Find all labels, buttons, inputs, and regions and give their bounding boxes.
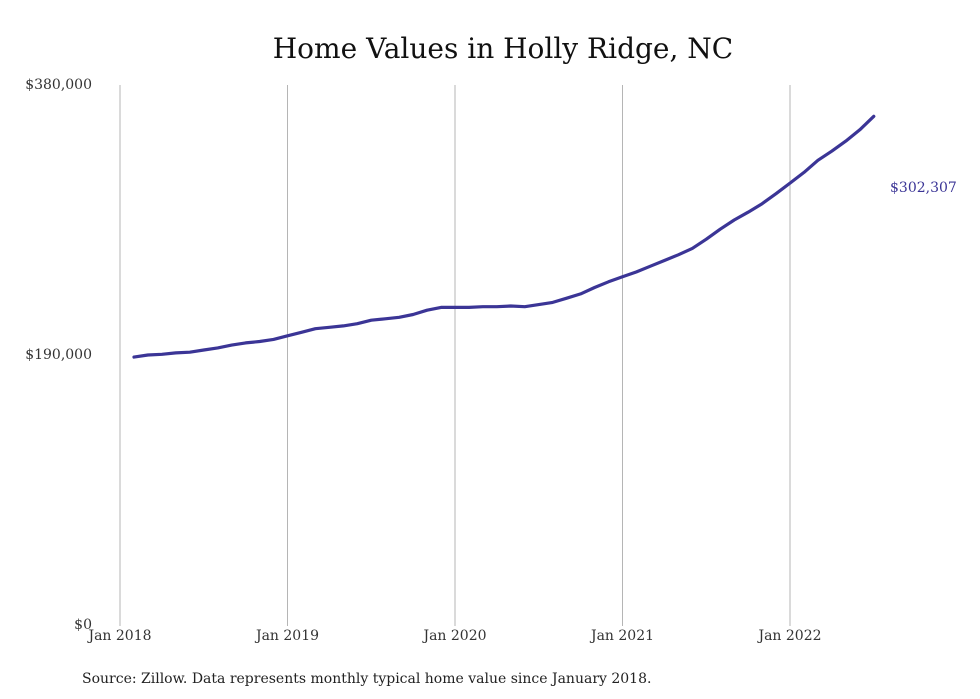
x-tick-label: Jan 2021 [589,628,654,644]
end-value-label: $302,307 [890,180,957,196]
series-line [132,114,876,359]
source-note: Source: Zillow. Data represents monthly … [82,671,651,687]
y-tick-label: $380,000 [25,77,92,93]
y-tick-label: $190,000 [25,347,92,363]
chart-title: Home Values in Holly Ridge, NC [273,32,733,65]
x-tick-label: Jan 2022 [756,628,821,644]
series-layer [132,114,876,359]
y-axis-ticks: $0 $190,000 $380,000 [25,77,92,633]
x-tick-label: Jan 2018 [86,628,151,644]
gridlines [119,85,791,626]
x-tick-label: Jan 2020 [421,628,486,644]
x-tick-label: Jan 2019 [254,628,319,644]
y-tick-label: $0 [74,617,92,633]
x-axis-ticks: Jan 2018 Jan 2019 Jan 2020 Jan 2021 Jan 2022 [86,628,821,644]
